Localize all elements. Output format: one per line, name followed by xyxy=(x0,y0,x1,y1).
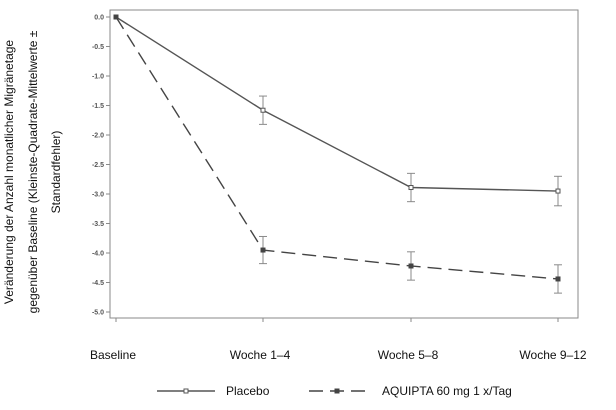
data-point xyxy=(260,247,266,253)
legend-label: Placebo xyxy=(226,384,270,398)
data-point xyxy=(408,185,414,191)
x-tick-label: Baseline xyxy=(90,348,136,362)
data-point xyxy=(260,107,266,113)
x-ticks: Baseline Woche 1–4 Woche 5–8 Woche 9–12 xyxy=(90,318,587,362)
series-layer xyxy=(113,14,562,294)
y-axis-title-line: Veränderung der Anzahl monatlicher Migrä… xyxy=(2,40,16,304)
x-tick-label: Woche 1–4 xyxy=(230,348,291,362)
legend: Placebo AQUIPTA 60 mg 1 x/Tag xyxy=(157,384,512,398)
y-tick-label: -1.5 xyxy=(92,103,104,110)
y-tick-label: 0.0 xyxy=(94,15,104,22)
y-axis-title: Veränderung der Anzahl monatlicher Migrä… xyxy=(2,30,63,313)
x-tick-label: Woche 5–8 xyxy=(378,348,439,362)
legend-label: AQUIPTA 60 mg 1 x/Tag xyxy=(382,384,512,398)
y-tick-label: -4.0 xyxy=(92,251,104,258)
series-aquipta xyxy=(113,14,562,294)
y-ticks: 0.0 -0.5 -1.0 -1.5 -2.0 -2.5 -3.0 -3.5 -4.0 -4.5 -… xyxy=(92,15,110,317)
data-point xyxy=(408,263,414,269)
y-tick-label: -2.5 xyxy=(92,162,104,169)
y-axis-title-line: gegenüber Baseline (Kleinste-Quadrate-Mi… xyxy=(26,30,40,313)
x-tick-label: Woche 9–12 xyxy=(519,348,586,362)
y-tick-label: -1.0 xyxy=(92,74,104,81)
legend-item: Placebo xyxy=(157,384,270,398)
y-tick-label: -2.0 xyxy=(92,133,104,140)
data-point xyxy=(555,276,561,282)
plot-frame xyxy=(109,9,579,319)
series-line xyxy=(115,16,559,280)
y-tick-label: -3.5 xyxy=(92,221,104,228)
legend-swatch-marker xyxy=(334,388,340,394)
y-tick-label: -0.5 xyxy=(92,44,104,51)
legend-swatch-marker xyxy=(183,388,189,394)
data-point xyxy=(555,188,561,194)
axes xyxy=(109,9,579,319)
y-axis-title-line: Standardfehler) xyxy=(49,131,63,214)
series-line xyxy=(115,16,559,192)
y-tick-label: -5.0 xyxy=(92,310,104,317)
data-point xyxy=(113,14,119,20)
legend-item: AQUIPTA 60 mg 1 x/Tag xyxy=(309,384,512,398)
y-tick-label: -3.0 xyxy=(92,192,104,199)
y-tick-label: -4.5 xyxy=(92,280,104,287)
series-placebo xyxy=(113,14,562,207)
